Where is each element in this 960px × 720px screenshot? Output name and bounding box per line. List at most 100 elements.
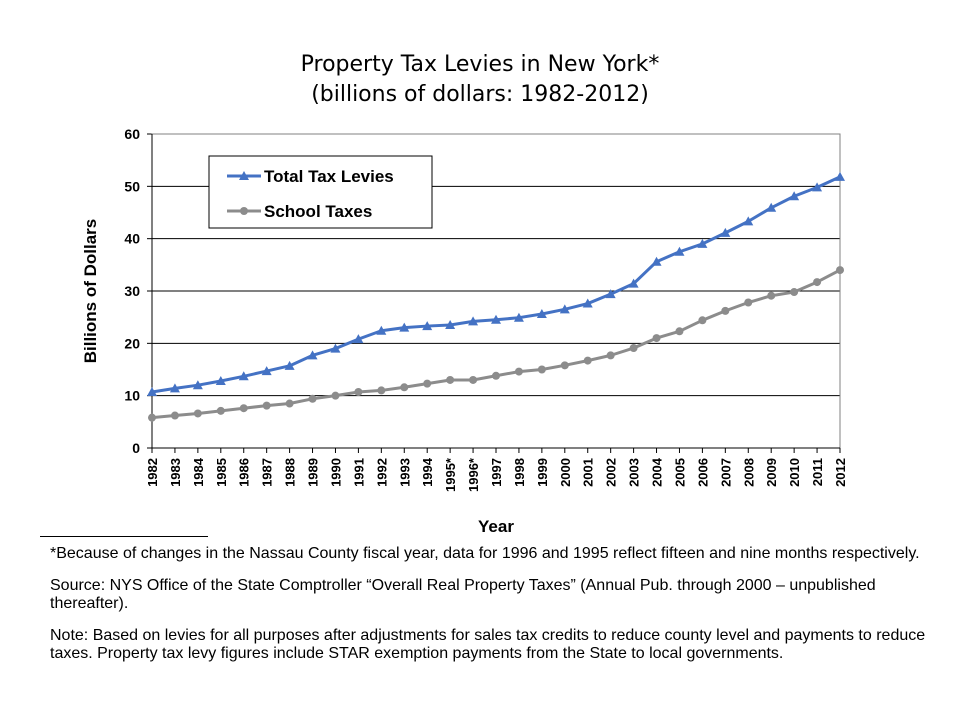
legend-marker-total-tax-levies — [239, 171, 249, 180]
x-tick-label: 2008 — [741, 458, 756, 487]
source-text: Source: NYS Office of the State Comptrol… — [50, 577, 876, 612]
x-tick-label: 1993 — [397, 458, 412, 487]
y-tick-label: 10 — [124, 388, 140, 404]
data-point-total-tax-levies — [536, 309, 547, 319]
x-tick-label: 2003 — [627, 458, 642, 487]
data-point-total-tax-levies — [192, 380, 203, 390]
data-point-total-tax-levies — [468, 316, 479, 326]
data-point-school-taxes — [400, 383, 409, 392]
x-tick-label: 1982 — [145, 458, 160, 487]
data-point-school-taxes — [239, 404, 248, 413]
x-tick-label: 1998 — [512, 458, 527, 487]
footnote-text: *Because of changes in the Nassau County… — [50, 545, 920, 562]
data-point-school-taxes — [308, 394, 317, 403]
data-point-total-tax-levies — [422, 321, 433, 331]
data-point-total-tax-levies — [147, 387, 157, 397]
data-point-total-tax-levies — [445, 320, 456, 330]
data-point-school-taxes — [629, 344, 638, 353]
data-point-school-taxes — [721, 306, 730, 315]
data-point-total-tax-levies — [697, 238, 708, 248]
x-tick-label: 1986 — [237, 458, 252, 487]
y-tick-label: 60 — [124, 126, 140, 142]
x-tick-label: 1988 — [283, 458, 298, 487]
legend-label-school-taxes: School Taxes — [264, 202, 372, 221]
x-tick-label: 1983 — [168, 458, 183, 487]
x-tick-label: 1992 — [374, 458, 389, 487]
data-point-total-tax-levies — [628, 278, 639, 288]
data-point-total-tax-levies — [789, 191, 800, 201]
data-point-total-tax-levies — [169, 383, 180, 393]
x-tick-label: 1994 — [420, 457, 435, 487]
data-point-school-taxes — [354, 388, 363, 397]
data-point-school-taxes — [514, 367, 523, 376]
chart-title-block: Property Tax Levies in New York* (billio… — [0, 50, 960, 110]
x-tick-label: 2001 — [581, 458, 596, 487]
x-tick-label: 2006 — [695, 458, 710, 487]
x-tick-label: 1999 — [535, 458, 550, 487]
data-point-total-tax-levies — [812, 182, 823, 192]
data-point-school-taxes — [423, 379, 432, 388]
data-point-total-tax-levies — [215, 376, 226, 386]
data-point-total-tax-levies — [720, 227, 731, 237]
data-point-total-tax-levies — [353, 334, 364, 344]
x-tick-label: 1987 — [260, 458, 275, 487]
data-point-school-taxes — [377, 386, 386, 395]
data-point-total-tax-levies — [261, 366, 272, 376]
data-point-total-tax-levies — [835, 171, 845, 181]
footnote-divider — [40, 536, 208, 537]
data-point-total-tax-levies — [605, 289, 616, 299]
data-point-school-taxes — [537, 365, 546, 374]
data-point-school-taxes — [331, 391, 340, 400]
legend-marker-school-taxes — [240, 207, 248, 215]
line-chart: 0 10 20 30 40 50 60 1982 1983 1984 1985 1986 1987 198… — [81, 126, 848, 536]
data-point-school-taxes — [675, 327, 684, 336]
data-point-school-taxes — [744, 298, 753, 307]
data-point-school-taxes — [813, 278, 822, 287]
data-point-school-taxes — [560, 361, 569, 370]
x-tick-label: 2005 — [672, 458, 687, 487]
data-point-total-tax-levies — [307, 350, 318, 360]
data-point-school-taxes — [285, 399, 294, 408]
data-point-school-taxes — [836, 266, 844, 275]
x-tick-label: 1990 — [328, 458, 343, 487]
data-point-school-taxes — [492, 371, 500, 380]
data-point-school-taxes — [193, 409, 202, 418]
y-tick-label: 50 — [124, 178, 140, 194]
data-point-school-taxes — [170, 411, 179, 420]
y-tick-label: 30 — [124, 283, 140, 299]
data-point-total-tax-levies — [582, 298, 593, 308]
data-point-school-taxes — [469, 375, 478, 384]
data-point-school-taxes — [583, 356, 592, 365]
x-tick-label: 2002 — [604, 458, 619, 487]
x-tick-label: 2004 — [650, 457, 665, 487]
data-point-school-taxes — [446, 375, 455, 384]
y-tick-label: 20 — [124, 335, 140, 351]
chart-subtitle: (billions of dollars: 1982-2012) — [311, 82, 649, 107]
y-tick-label: 40 — [124, 231, 140, 247]
y-axis-title: Billions of Dollars — [81, 219, 100, 364]
x-tick-label: 1997 — [489, 458, 504, 487]
data-point-total-tax-levies — [743, 216, 754, 226]
data-point-school-taxes — [606, 351, 615, 360]
legend-label-total-tax-levies: Total Tax Levies — [264, 167, 394, 186]
data-point-total-tax-levies — [376, 325, 387, 335]
notes-block: *Because of changes in the Nassau County… — [50, 545, 930, 677]
data-point-total-tax-levies — [766, 202, 777, 212]
legend — [208, 155, 433, 229]
x-tick-label: 2000 — [558, 458, 573, 487]
data-point-total-tax-levies — [491, 314, 501, 324]
data-point-total-tax-levies — [513, 312, 524, 322]
data-point-school-taxes — [698, 316, 707, 325]
data-point-school-taxes — [262, 401, 271, 410]
data-point-school-taxes — [790, 288, 799, 297]
x-tick-label: 2010 — [787, 458, 802, 487]
data-point-total-tax-levies — [399, 322, 410, 332]
chart-title: Property Tax Levies in New York* — [300, 52, 660, 77]
x-tick-label: 1995* — [443, 457, 458, 492]
data-point-total-tax-levies — [651, 256, 662, 266]
x-tick-label: 2007 — [718, 458, 733, 487]
x-tick-label: 1989 — [306, 458, 321, 487]
x-tick-label: 1996* — [466, 457, 481, 492]
data-point-school-taxes — [148, 413, 156, 422]
y-tick-label: 0 — [132, 440, 140, 456]
